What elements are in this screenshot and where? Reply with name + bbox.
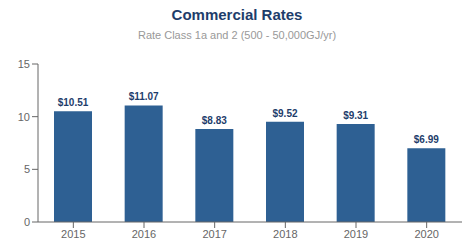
svg-text:$10.51: $10.51	[58, 97, 89, 108]
svg-text:2019: 2019	[344, 228, 368, 240]
svg-text:2018: 2018	[273, 228, 297, 240]
svg-text:0: 0	[24, 216, 30, 228]
svg-text:$9.52: $9.52	[272, 108, 297, 119]
svg-text:5: 5	[24, 163, 30, 175]
svg-text:10: 10	[18, 111, 30, 123]
html-text:Rate Class 1a and 2 (500 - 50,: Rate Class 1a and 2 (500 - 50,000GJ/yr)	[137, 29, 336, 41]
svg-text:2016: 2016	[132, 228, 156, 240]
svg-text:$11.07: $11.07	[129, 91, 159, 102]
svg-text:$6.99: $6.99	[414, 134, 439, 145]
svg-text:$9.31: $9.31	[343, 110, 368, 121]
svg-text:15: 15	[18, 58, 30, 70]
svg-text:2020: 2020	[414, 228, 438, 240]
svg-text:2017: 2017	[202, 228, 226, 240]
svg-text:$8.83: $8.83	[202, 115, 227, 126]
html-text:Commercial Rates: Commercial Rates	[171, 6, 303, 23]
svg-text:2015: 2015	[61, 228, 85, 240]
